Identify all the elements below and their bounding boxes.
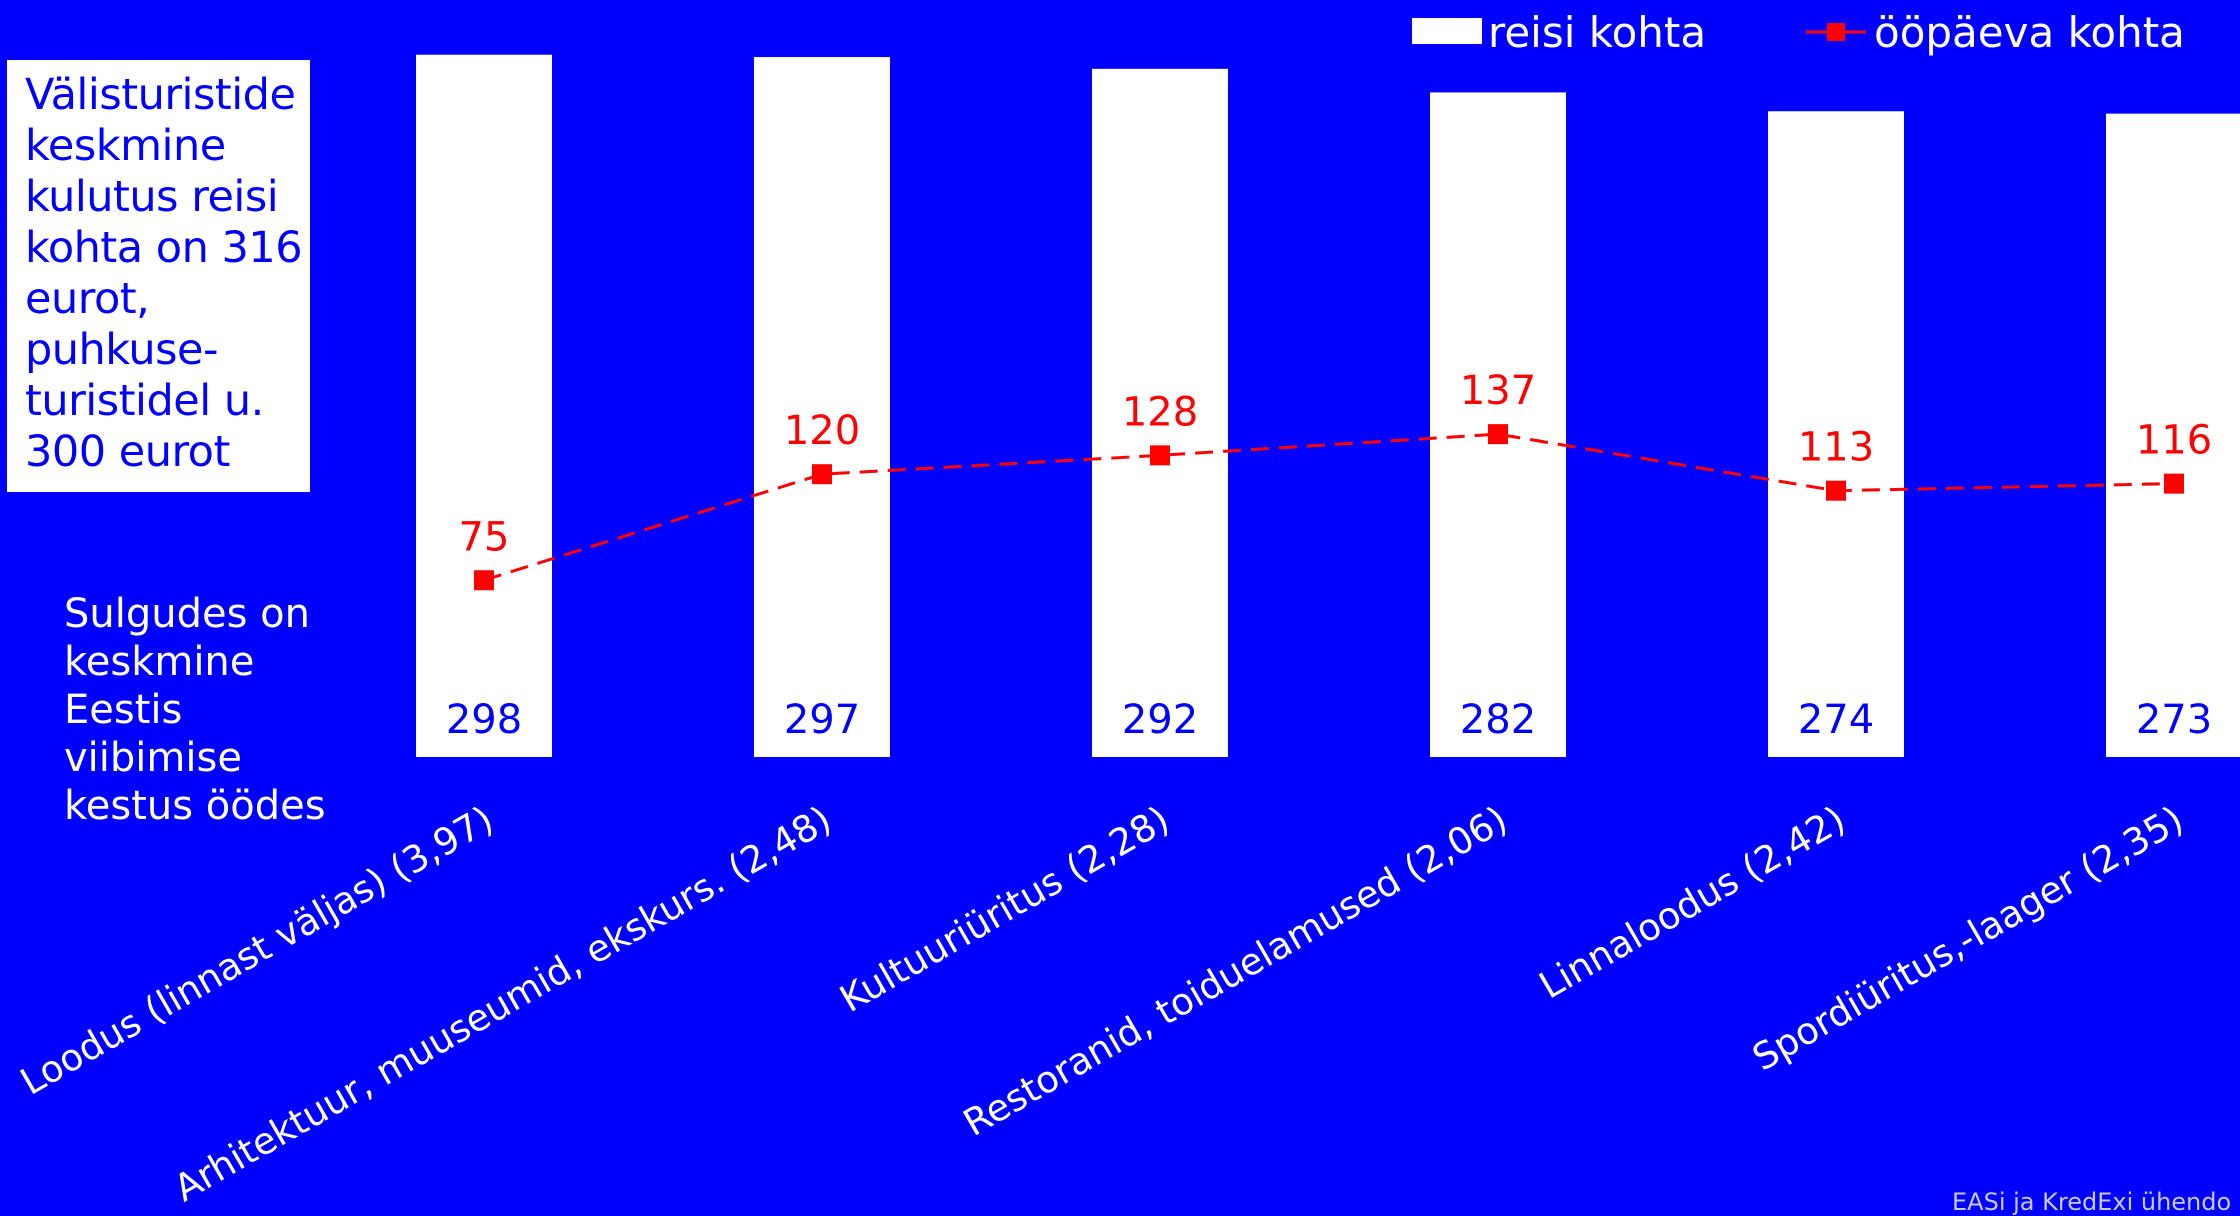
source-note: EASi ja KredExi ühendо — [1952, 1188, 2232, 1216]
bar-series: 298 297 292 282 274 273 — [416, 54, 2240, 758]
x-tick-label-2: Kultuuriüritus (2,28) — [833, 798, 1177, 1021]
legend-bar-label: reisi kohta — [1488, 8, 1707, 57]
bar-4 — [1768, 111, 1904, 758]
line-value-label-2: 128 — [1122, 389, 1198, 435]
legend-line-label: ööpäeva kohta — [1874, 8, 2185, 57]
bar-value-label-3: 282 — [1460, 697, 1536, 743]
line-series: 75 120 128 137 113 116 — [459, 368, 2212, 591]
bar-value-label-0: 298 — [446, 697, 522, 743]
line-marker-1 — [812, 464, 832, 485]
line-marker-0 — [474, 570, 494, 591]
bar-value-label-5: 273 — [2136, 697, 2212, 743]
legend-item-bar: reisi kohta — [1412, 8, 1712, 58]
bar-value-label-4: 274 — [1798, 697, 1874, 743]
line-value-label-3: 137 — [1460, 368, 1536, 414]
line-value-label-1: 120 — [784, 408, 860, 454]
bar-value-label-2: 292 — [1122, 697, 1198, 743]
line-marker-2 — [1150, 445, 1170, 466]
note-text: Välisturistide keskmine kulutus reisi ko… — [25, 70, 303, 477]
bar-0 — [416, 54, 552, 758]
x-axis-labels: Loodus (linnast väljas) (3,97)Arhitektuu… — [13, 798, 2190, 1211]
line-path — [483, 432, 2175, 582]
x-tick-label-3: Restoranid, toiduelamused (2,06) — [956, 798, 1514, 1145]
bar-2 — [1092, 68, 1228, 757]
legend-bar-swatch — [1412, 18, 1482, 44]
line-marker-4 — [1826, 480, 1846, 501]
line-marker-5 — [2164, 473, 2184, 494]
x-tick-label-4: Linnaloodus (2,42) — [1532, 798, 1852, 1008]
legend-line-swatch — [1806, 23, 1866, 41]
line-value-label-4: 113 — [1798, 425, 1874, 471]
bar-5 — [2106, 113, 2240, 757]
x-tick-label-1: Arhitektuur, muuseumid, ekskurs. (2,48) — [167, 798, 839, 1211]
note-box: Välisturistide keskmine kulutus reisi ko… — [7, 60, 310, 492]
line-value-label-5: 116 — [2136, 418, 2212, 464]
bar-1 — [754, 57, 890, 757]
legend-item-line: ööpäeva kohta — [1804, 8, 2234, 58]
line-marker-3 — [1488, 424, 1508, 445]
bar-value-label-1: 297 — [784, 697, 860, 743]
line-value-label-0: 75 — [459, 514, 510, 560]
side-note: Sulgudes on keskmine Eestis viibimise ke… — [64, 591, 326, 829]
